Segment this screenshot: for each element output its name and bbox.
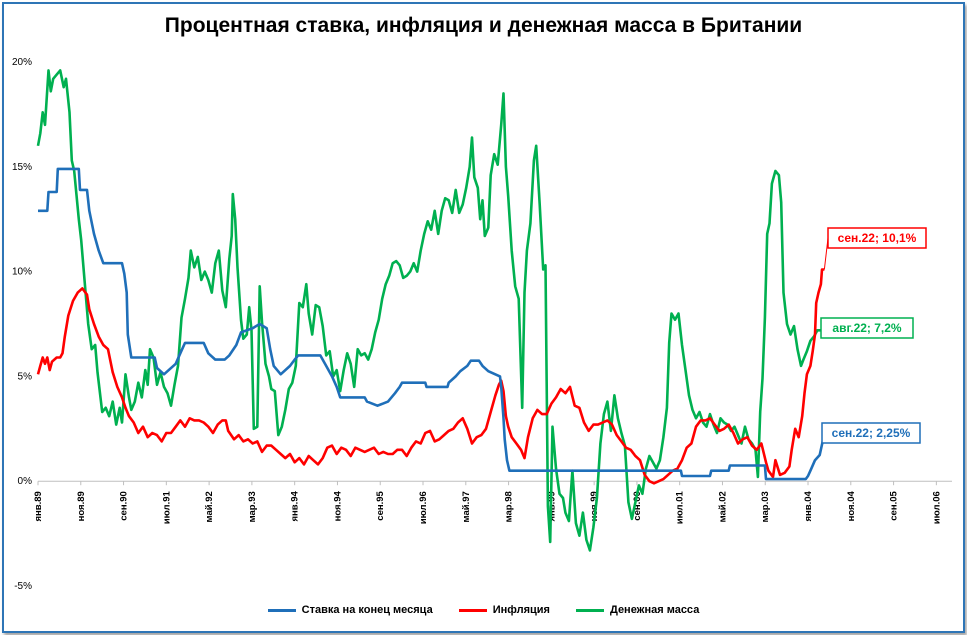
y-tick-label: 5%	[18, 371, 33, 382]
legend-swatch-inflation	[458, 608, 487, 612]
annotation-box	[820, 317, 914, 339]
annotation-label: сен.22; 10,1%	[838, 231, 917, 245]
y-tick-label: 20%	[12, 57, 32, 68]
x-tick-label: май.92	[204, 491, 215, 522]
y-tick-label: 15%	[12, 162, 32, 173]
chart-title: Процентная ставка, инфляция и денежная м…	[164, 14, 803, 37]
x-tick-label: янв.89	[33, 491, 44, 521]
series-layer	[36, 69, 826, 552]
legend-item-money: Денежная масса	[575, 604, 700, 616]
series-line-money	[36, 69, 822, 552]
x-tick-label: янв.04	[803, 490, 814, 521]
annotation-layer: сен.22; 10,1% авг.22; 7,2% сен.22; 2,25%	[820, 227, 927, 444]
annotation-box	[827, 227, 927, 249]
x-tick-label: сен.05	[889, 490, 900, 520]
x-tick-label: ноя.04	[846, 490, 857, 521]
annotation-label: сен.22; 2,25%	[832, 426, 911, 440]
legend-label-inflation: Инфляция	[492, 604, 550, 616]
y-axis: 20% 15% 10% 5% 0% -5%	[12, 57, 32, 592]
x-tick-label: ноя.89	[76, 491, 87, 521]
series-line-rate	[38, 167, 826, 481]
legend-swatch-rate	[267, 608, 296, 612]
x-tick-label: июл.96	[418, 491, 429, 524]
x-tick-label: июл.91	[161, 490, 172, 524]
y-tick-label: -5%	[14, 581, 32, 592]
legend-label-money: Денежная масса	[609, 604, 700, 616]
x-tick-label: сен.90	[119, 491, 130, 521]
legend-label-rate: Ставка на конец месяца	[301, 604, 433, 616]
x-tick-label: мар.98	[504, 491, 515, 522]
series-line-inflation	[36, 268, 825, 485]
x-tick-label: июл.06	[931, 491, 942, 524]
legend-swatch-money	[575, 608, 604, 612]
annotation-label: авг.22; 7,2%	[832, 321, 902, 335]
y-tick-label: 10%	[12, 267, 32, 278]
x-tick-label: янв.94	[290, 490, 301, 521]
x-axis: янв.89 ноя.89 сен.90 июл.91 май.92 мар.93 янв.…	[33, 480, 952, 524]
annotation-box	[821, 422, 921, 444]
legend-item-inflation: Инфляция	[458, 604, 550, 616]
x-tick-label: сен.00	[632, 491, 643, 521]
y-tick-label: 0%	[18, 476, 33, 487]
x-tick-label: сен.95	[375, 490, 386, 520]
x-tick-label: май.02	[717, 491, 728, 522]
x-tick-label: мар.03	[760, 491, 771, 522]
x-tick-label: май.97	[461, 491, 472, 522]
x-tick-label: ноя.94	[332, 490, 343, 521]
legend-item-rate: Ставка на конец месяца	[267, 604, 433, 616]
legend: Ставка на конец месяца Инфляция Денежная…	[0, 604, 967, 616]
x-tick-label: мар.93	[247, 491, 258, 522]
x-tick-label: июл.01	[675, 490, 686, 524]
